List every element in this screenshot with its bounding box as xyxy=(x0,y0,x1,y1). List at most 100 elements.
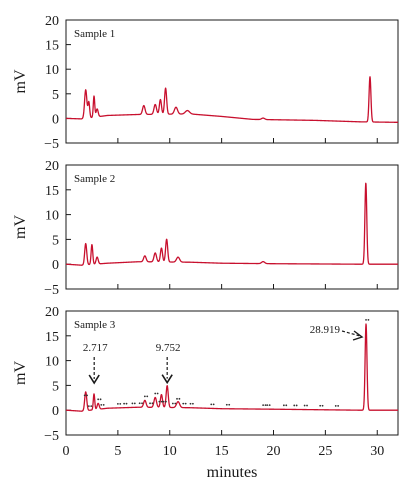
panel-label: Sample 1 xyxy=(74,28,115,40)
peak-marker xyxy=(282,404,285,407)
trace-line xyxy=(65,323,399,412)
annotation-arrow-head xyxy=(161,374,173,385)
peak-marker xyxy=(295,404,298,407)
peak-marker xyxy=(165,400,167,403)
peak-marker xyxy=(303,404,306,407)
x-tick-label: 5 xyxy=(114,444,121,459)
peak-marker xyxy=(116,402,119,405)
panel-label: Sample 3 xyxy=(74,319,116,331)
peak-marker xyxy=(337,405,340,407)
peak-marker xyxy=(141,402,143,405)
x-axis-title: minutes xyxy=(207,464,258,481)
peak-marker xyxy=(176,397,178,400)
x-tick-label: 20 xyxy=(267,444,281,459)
chart-panel-3: −5 0 5 10 15 20 0 5 10 15 20 25 30 mV Sample 3 2.717 9.7… xyxy=(12,305,399,481)
peak-marker xyxy=(83,394,86,397)
peak-marker xyxy=(138,402,141,405)
peak-marker xyxy=(285,404,288,407)
peak-marker xyxy=(262,404,265,407)
peak-marker xyxy=(321,404,324,407)
peak-marker xyxy=(119,402,122,405)
plot-frame xyxy=(65,164,399,290)
peak-marker xyxy=(212,403,215,406)
peak-marker xyxy=(306,404,308,407)
y-tick-label: 20 xyxy=(45,159,59,174)
peak-marker xyxy=(174,402,177,405)
y-tick-label: −5 xyxy=(44,429,59,444)
peak-marker xyxy=(210,403,213,406)
peak-marker xyxy=(182,402,185,405)
peak-marker xyxy=(228,403,231,406)
y-tick-label: 15 xyxy=(45,330,59,345)
peak-marker xyxy=(178,397,181,400)
peak-marker xyxy=(100,403,103,406)
y-tick-label: 20 xyxy=(45,305,59,320)
y-axis-title: mV xyxy=(12,361,29,385)
plot-frame xyxy=(65,310,399,436)
peak-marker xyxy=(365,318,367,321)
y-tick-label: 5 xyxy=(52,88,59,103)
peak-annotation-label: 9.752 xyxy=(156,342,181,354)
y-tick-label: 5 xyxy=(52,379,59,394)
peak-marker xyxy=(367,318,370,321)
annotation-arrow-head xyxy=(352,330,364,341)
peak-marker xyxy=(162,400,165,403)
peak-marker xyxy=(158,400,161,403)
peak-marker xyxy=(90,405,93,408)
y-tick-label: 15 xyxy=(45,39,59,54)
peak-marker xyxy=(156,392,159,395)
annotation-arrow-shaft xyxy=(341,330,361,337)
y-tick-label: 0 xyxy=(52,112,59,127)
peak-marker xyxy=(99,398,102,401)
peak-marker xyxy=(266,404,269,407)
y-tick-label: 15 xyxy=(45,184,59,199)
y-tick-label: 10 xyxy=(45,63,59,78)
peak-marker xyxy=(171,402,174,405)
peak-annotation-label: 2.717 xyxy=(83,342,108,354)
chart-panel-1: −5 0 5 10 15 20 mV Sample 1 xyxy=(12,14,399,152)
peak-marker xyxy=(154,392,157,395)
chart-panel-2: −5 0 5 10 15 20 mV Sample 2 xyxy=(12,159,399,298)
peak-marker xyxy=(192,402,194,405)
y-axis-title: mV xyxy=(12,215,29,239)
trace-line xyxy=(65,182,399,266)
peak-marker xyxy=(268,404,271,407)
peak-marker xyxy=(225,403,228,406)
plot-frame xyxy=(65,19,399,144)
peak-marker xyxy=(293,404,296,407)
peak-marker xyxy=(143,395,146,398)
y-tick-label: −5 xyxy=(44,283,59,298)
y-tick-label: 10 xyxy=(45,209,59,224)
y-tick-label: −5 xyxy=(44,137,59,152)
x-tick-label: 10 xyxy=(163,444,177,459)
y-tick-label: 10 xyxy=(45,355,59,370)
peak-annotation-label: 28.919 xyxy=(310,324,341,336)
trace-line xyxy=(65,76,399,123)
x-tick-label: 30 xyxy=(370,444,384,459)
peak-marker xyxy=(87,405,90,408)
y-tick-label: 5 xyxy=(52,233,59,248)
x-tick-label: 15 xyxy=(215,444,229,459)
peak-marker xyxy=(334,405,337,407)
peak-marker xyxy=(184,402,187,405)
peak-marker xyxy=(123,402,125,405)
x-tick-label: 25 xyxy=(318,444,332,459)
annotation-arrow-head xyxy=(88,374,100,385)
y-tick-label: 0 xyxy=(52,258,59,273)
x-tick-label: 0 xyxy=(63,444,70,459)
panel-label: Sample 2 xyxy=(74,173,115,185)
peak-marker xyxy=(189,402,192,405)
peak-marker xyxy=(149,402,151,405)
peak-marker xyxy=(133,402,136,405)
peak-marker xyxy=(264,404,267,407)
y-tick-label: 0 xyxy=(52,404,59,419)
peak-marker xyxy=(160,400,163,403)
y-axis-title: mV xyxy=(12,69,29,93)
peak-marker xyxy=(97,398,100,401)
y-tick-label: 20 xyxy=(45,14,59,29)
peak-marker xyxy=(125,402,128,405)
peak-marker xyxy=(86,394,88,397)
peak-marker xyxy=(131,402,134,405)
peak-marker xyxy=(319,404,322,407)
